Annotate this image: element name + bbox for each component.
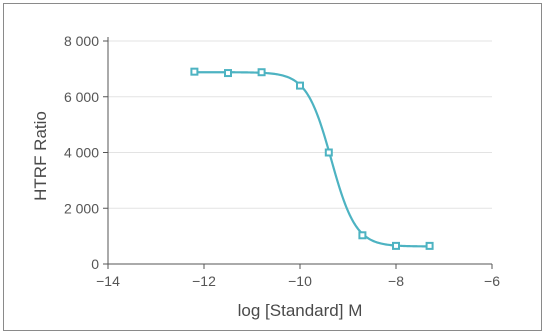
x-tick-label: −10 [288,273,312,289]
data-points [190,67,434,250]
data-point [296,81,304,90]
y-tick-label: 8 000 [64,33,99,49]
chart-frame [3,3,542,331]
y-tick-label: 0 [91,256,99,272]
axes: 0 2 000 4 000 6 000 8 000 −14 −12 −10 −8 −6 [64,33,500,289]
fit-curve [194,71,430,248]
fit-curve-layer [194,71,430,248]
x-tick-label: −8 [388,273,404,289]
data-point [392,241,400,250]
data-point [257,68,266,77]
x-axis-title: log [Standard] M [238,301,363,320]
y-tick-label: 2 000 [64,200,99,216]
gridlines [108,40,492,209]
x-tick-label: −14 [96,273,120,289]
y-tick-label: 4 000 [64,145,99,161]
data-point [358,231,367,240]
data-point [190,67,199,76]
data-point [224,69,232,78]
data-point [324,148,333,157]
data-point [425,241,434,250]
x-tick-label: −6 [484,273,500,289]
y-axis-title: HTRF Ratio [31,111,50,201]
x-tick-label: −12 [192,273,216,289]
y-tick-label: 6 000 [64,89,99,105]
